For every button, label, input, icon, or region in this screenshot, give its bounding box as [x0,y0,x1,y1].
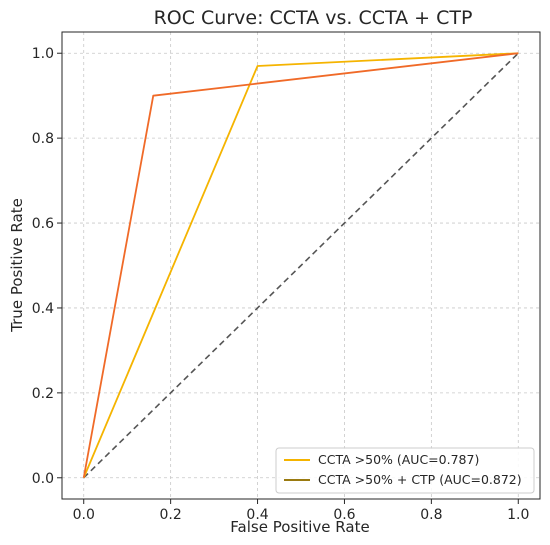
legend-box [275,447,535,494]
x-tick-label: 1.0 [507,507,529,523]
legend: CCTA >50% (AUC=0.787) CCTA >50% + CTP (A… [275,447,535,494]
x-tick-label: 0.2 [160,507,182,523]
legend-label-ccta: CCTA >50% (AUC=0.787) [318,452,479,467]
x-tick-label: 0.4 [246,507,268,523]
y-tick-label: 0.2 [32,386,54,402]
x-tick-label: 0.6 [333,507,355,523]
y-axis-label: True Positive Rate [8,198,26,333]
x-axis-label: False Positive Rate [230,518,369,536]
y-tick-label: 0.6 [32,216,54,232]
series-lines [82,52,519,479]
x-tick-label: 0.0 [73,507,95,523]
y-tick-label: 0.4 [32,301,54,317]
y-tick-label: 0.0 [32,471,54,487]
y-tick-label: 0.8 [32,131,54,147]
y-tick-label: 1.0 [32,46,54,62]
x-tick-label: 0.8 [420,507,442,523]
chart-title: ROC Curve: CCTA vs. CCTA + CTP [154,7,473,29]
plot-area-frame [61,31,541,500]
reference-diagonal-line [83,52,519,479]
axis-ticks: 0.0 0.0 0.2 0.2 0.4 0.4 0.6 0.6 0.8 0.8 1.0 1.0 [32,46,530,523]
legend-label-ccta-ctp: CCTA >50% + CTP (AUC=0.872) [318,472,522,487]
